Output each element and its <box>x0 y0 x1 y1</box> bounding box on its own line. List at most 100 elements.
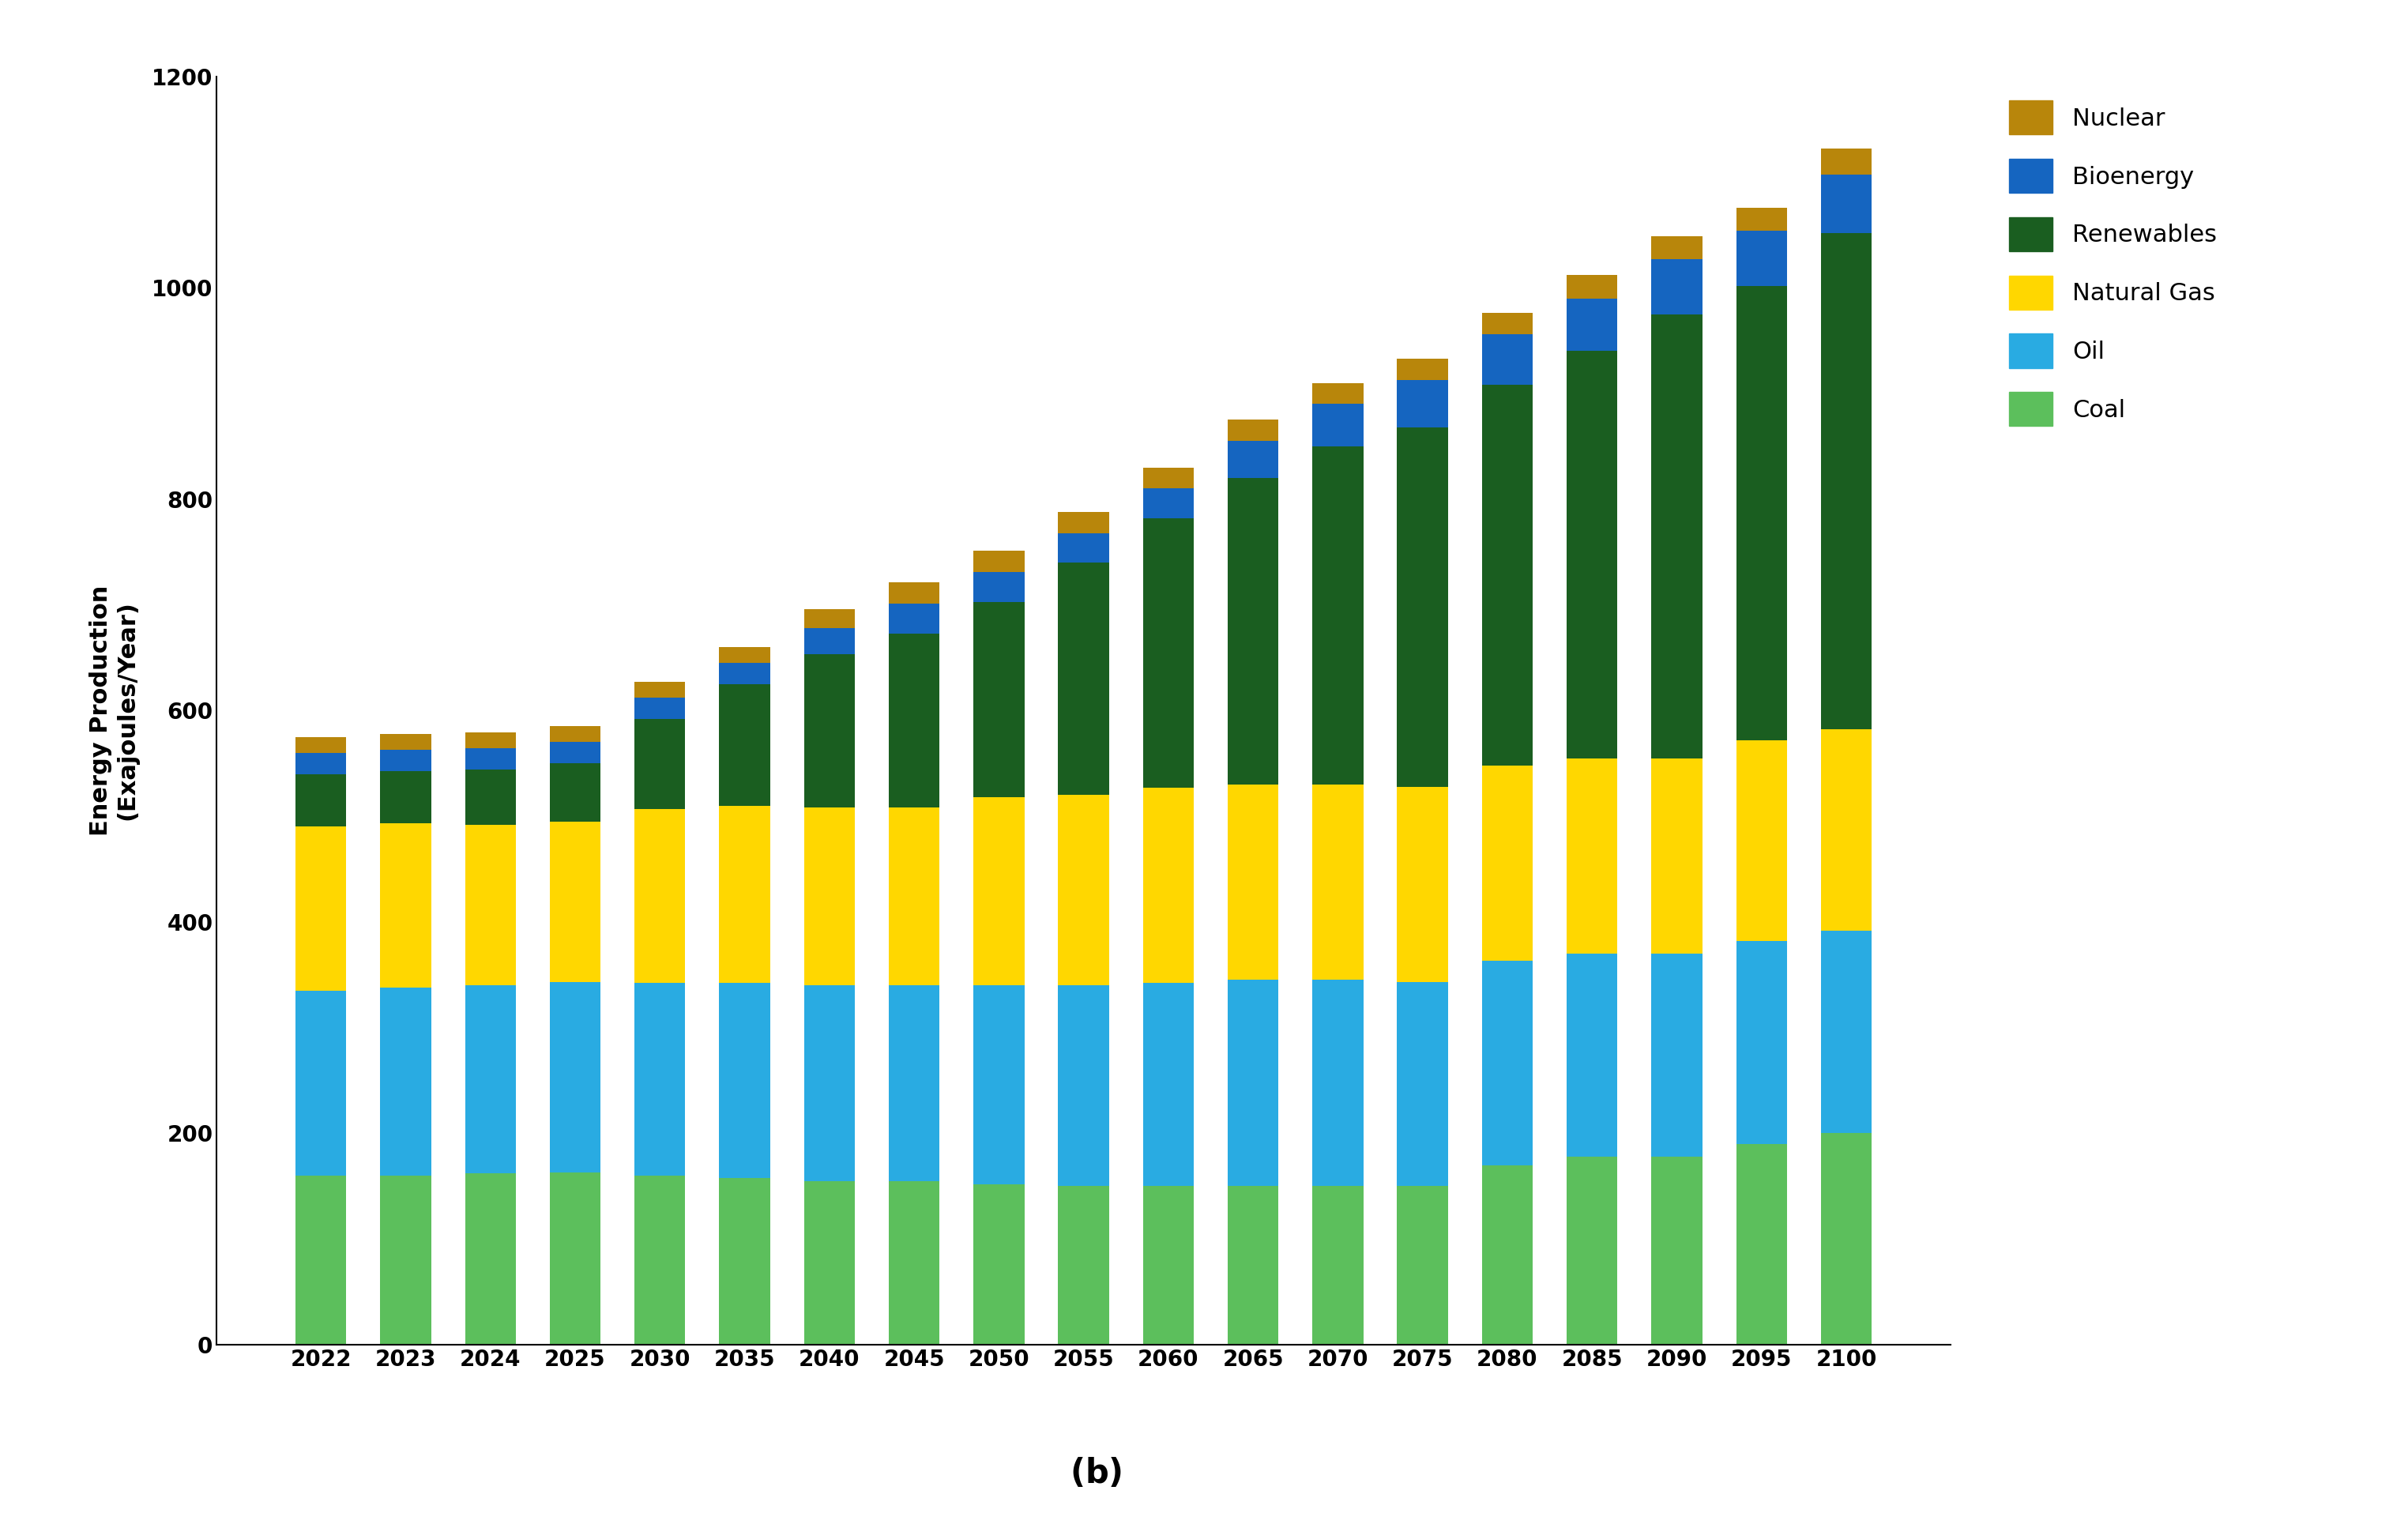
Bar <box>1397 1186 1447 1345</box>
Bar <box>380 1175 431 1345</box>
Bar <box>296 1175 347 1345</box>
Bar <box>1652 758 1702 953</box>
Bar <box>1568 351 1618 758</box>
Bar <box>1736 208 1787 231</box>
Bar <box>549 726 600 743</box>
Bar <box>720 805 771 983</box>
Bar <box>1228 478 1279 784</box>
Bar <box>296 753 347 773</box>
Bar <box>1228 420 1279 442</box>
Bar <box>889 808 939 986</box>
Bar <box>1481 766 1534 961</box>
Y-axis label: Energy Production
(Exajoules/Year): Energy Production (Exajoules/Year) <box>89 585 140 836</box>
Bar <box>1057 795 1110 986</box>
Bar <box>1820 1134 1871 1345</box>
Bar <box>1144 489 1194 518</box>
Bar <box>1144 468 1194 489</box>
Bar <box>1652 315 1702 758</box>
Bar <box>1481 313 1534 335</box>
Bar <box>720 983 771 1178</box>
Bar <box>889 604 939 634</box>
Bar <box>1481 385 1534 766</box>
Bar <box>633 698 686 720</box>
Bar <box>1397 380 1447 428</box>
Bar <box>1652 260 1702 315</box>
Bar <box>1057 986 1110 1186</box>
Bar <box>889 986 939 1181</box>
Bar <box>1652 235 1702 260</box>
Bar <box>973 798 1023 986</box>
Bar <box>1568 275 1618 298</box>
Bar <box>1397 787 1447 983</box>
Bar <box>380 750 431 770</box>
Bar <box>804 628 855 654</box>
Bar <box>1397 428 1447 787</box>
Bar <box>633 1175 686 1345</box>
Bar <box>296 990 347 1175</box>
Bar <box>1057 1186 1110 1345</box>
Bar <box>1568 298 1618 351</box>
Bar <box>1568 758 1618 953</box>
Text: $\mathbf{(b)}$: $\mathbf{(b)}$ <box>1069 1456 1122 1490</box>
Bar <box>1736 1144 1787 1345</box>
Bar <box>720 648 771 663</box>
Bar <box>1144 1186 1194 1345</box>
Bar <box>380 987 431 1175</box>
Bar <box>720 685 771 805</box>
Bar <box>1736 286 1787 740</box>
Bar <box>1820 729 1871 931</box>
Legend: Nuclear, Bioenergy, Renewables, Natural Gas, Oil, Coal: Nuclear, Bioenergy, Renewables, Natural … <box>1996 89 2230 439</box>
Bar <box>1820 232 1871 729</box>
Bar <box>1228 1186 1279 1345</box>
Bar <box>549 1172 600 1345</box>
Bar <box>889 634 939 808</box>
Bar <box>1736 941 1787 1144</box>
Bar <box>465 1174 515 1345</box>
Bar <box>465 749 515 770</box>
Bar <box>633 983 686 1175</box>
Bar <box>465 733 515 749</box>
Bar <box>1397 983 1447 1186</box>
Bar <box>1312 784 1363 979</box>
Bar <box>549 764 600 822</box>
Bar <box>889 1181 939 1345</box>
Bar <box>1057 562 1110 795</box>
Bar <box>804 986 855 1181</box>
Bar <box>973 602 1023 798</box>
Bar <box>973 1184 1023 1345</box>
Bar <box>549 983 600 1172</box>
Bar <box>1144 983 1194 1186</box>
Bar <box>1144 787 1194 983</box>
Bar <box>1228 442 1279 478</box>
Bar <box>380 824 431 987</box>
Bar <box>1481 1164 1534 1345</box>
Bar <box>633 681 686 698</box>
Bar <box>1568 953 1618 1157</box>
Bar <box>1736 740 1787 941</box>
Bar <box>549 743 600 764</box>
Bar <box>804 610 855 628</box>
Bar <box>1481 961 1534 1164</box>
Bar <box>1228 979 1279 1186</box>
Bar <box>804 654 855 808</box>
Bar <box>296 736 347 753</box>
Bar <box>720 663 771 685</box>
Bar <box>465 986 515 1174</box>
Bar <box>1228 784 1279 979</box>
Bar <box>1568 1157 1618 1345</box>
Bar <box>465 825 515 986</box>
Bar <box>973 571 1023 602</box>
Bar <box>1820 148 1871 174</box>
Bar <box>1312 384 1363 403</box>
Bar <box>1312 446 1363 784</box>
Bar <box>1736 231 1787 286</box>
Bar <box>1312 1186 1363 1345</box>
Bar <box>296 773 347 827</box>
Bar <box>465 770 515 825</box>
Bar <box>1312 979 1363 1186</box>
Bar <box>804 808 855 986</box>
Bar <box>633 720 686 808</box>
Bar <box>380 770 431 824</box>
Bar <box>380 733 431 750</box>
Bar <box>1312 403 1363 446</box>
